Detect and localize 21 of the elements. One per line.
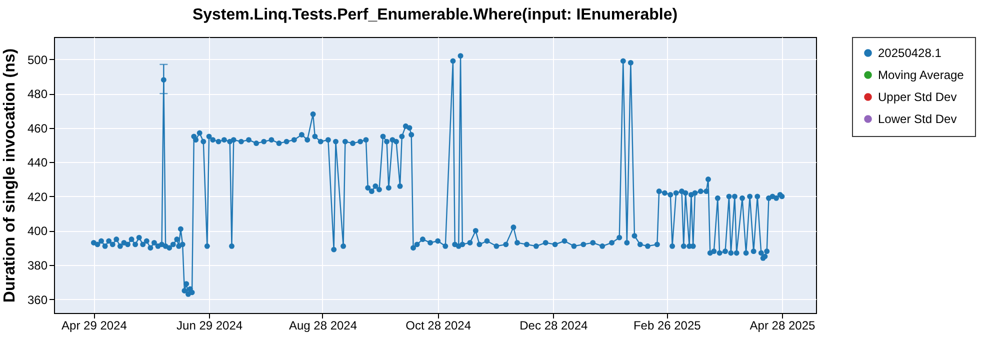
- x-tick-label: Apr 28 2025: [750, 318, 816, 332]
- x-tick-label: Dec 28 2024: [520, 318, 588, 332]
- legend-label: 20250428.1: [878, 46, 942, 60]
- y-tick-label: 380: [27, 258, 48, 272]
- x-tick-label: Apr 29 2024: [62, 318, 128, 332]
- y-tick-label: 420: [27, 190, 48, 204]
- y-tick-label: 400: [27, 224, 48, 238]
- y-tick-label: 460: [27, 121, 48, 136]
- legend-label: Lower Std Dev: [878, 112, 957, 126]
- x-tick-label: Oct 28 2024: [406, 318, 472, 332]
- chart-title: System.Linq.Tests.Perf_Enumerable.Where(input: IEnumerable): [192, 6, 678, 24]
- y-axis-title: Duration of single invocation (ns): [1, 48, 18, 303]
- y-tick-label: 440: [27, 156, 48, 170]
- legend-label: Moving Average: [878, 68, 964, 82]
- x-tick-label: Aug 28 2024: [288, 318, 358, 332]
- y-tick-label: 360: [27, 292, 48, 307]
- y-tick-label: 500: [27, 52, 48, 67]
- y-tick-label: 480: [27, 87, 48, 102]
- x-tick-label: Jun 29 2024: [176, 318, 243, 332]
- x-tick-label: Feb 26 2025: [633, 318, 702, 332]
- legend-label: Upper Std Dev: [878, 90, 957, 104]
